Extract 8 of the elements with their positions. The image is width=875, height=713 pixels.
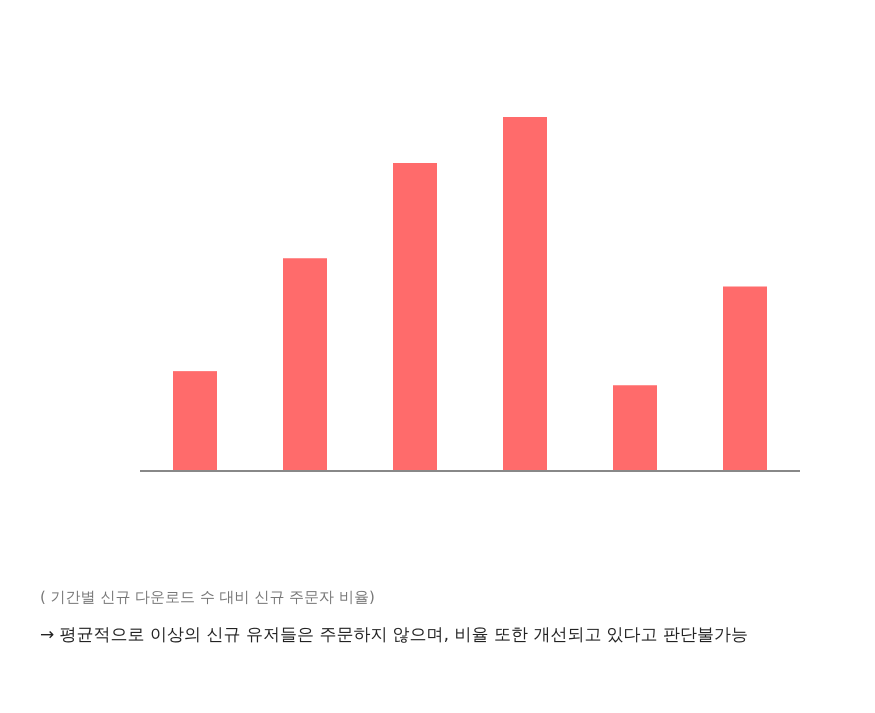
bar [173,371,217,470]
text: → 평균적으로 이상의 신규 유저들은 주문하지 않으며, 비율 또한 개선되고 있다고 판단불가능 [40,624,750,647]
bar [283,258,327,470]
bar [393,162,437,470]
text: ( 기간별 신규 다운로드 수 대비 신규 주문자 비율) [40,588,376,607]
bar [723,286,767,470]
bar [613,385,657,470]
bar [503,117,547,470]
